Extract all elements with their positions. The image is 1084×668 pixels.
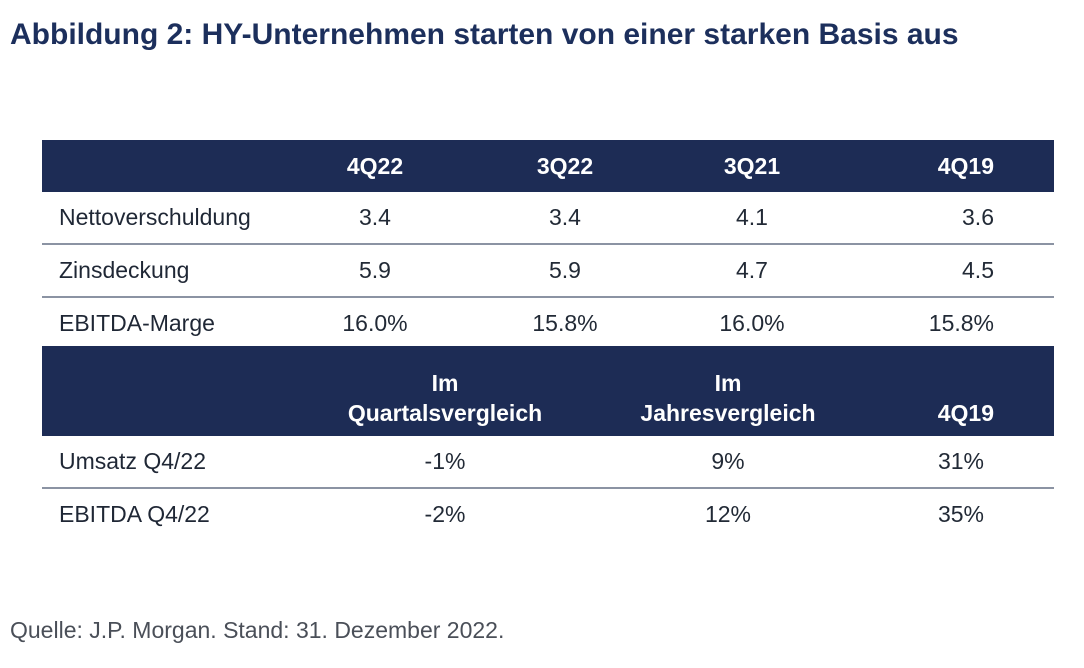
table-cell: -1%: [278, 436, 612, 489]
row-label-umsatz: Umsatz Q4/22: [42, 436, 278, 489]
table-row: Umsatz Q4/22 -1% 9% 31%: [42, 436, 1054, 489]
table-cell: -2%: [424, 501, 466, 527]
column-header-3q21: 3Q21: [658, 140, 846, 192]
header-line-2: 4Q19: [937, 400, 994, 426]
table-cell: 4.5: [846, 244, 1054, 298]
column-header-3q22: 3Q22: [472, 140, 658, 192]
column-header-4q19: 4Q19: [846, 140, 1054, 192]
table-header-row: 4Q22 3Q22 3Q21 4Q19: [42, 140, 1054, 192]
column-header-4q19: 4Q19: [844, 346, 1054, 436]
row-label-zinsdeckung: Zinsdeckung: [42, 244, 278, 298]
table-cell: 3.6: [846, 192, 1054, 245]
table-header-row: Im Quartalsvergleich Im Jahresvergleich …: [42, 346, 1054, 436]
table-cell: 31%: [844, 436, 1054, 489]
table-cell: 5.9: [278, 244, 472, 298]
table-row: EBITDA-Marge 16.0% 15.8% 16.0% 15.8%: [42, 297, 1054, 349]
row-label-ebitda-marge: EBITDA-Marge: [59, 310, 215, 336]
table-cell: 4.7: [658, 244, 846, 298]
growth-table: Im Quartalsvergleich Im Jahresvergleich …: [42, 346, 1054, 540]
table-cell: 15.8%: [532, 310, 598, 336]
row-label-ebitda: EBITDA Q4/22: [59, 501, 210, 527]
header-line-1: Im: [431, 370, 459, 396]
table-row: Nettoverschuldung 3.4 3.4 4.1 3.6: [42, 192, 1054, 245]
table-cell: 4.1: [658, 192, 846, 245]
metrics-table: 4Q22 3Q22 3Q21 4Q19 Nettoverschuldung 3.…: [42, 140, 1054, 349]
table-cell: 5.9: [472, 244, 658, 298]
page-title: Abbildung 2: HY-Unternehmen starten von …: [10, 18, 959, 51]
table-cell: 16.0%: [719, 310, 785, 336]
header-line-2: Jahresvergleich: [640, 400, 816, 426]
table-row: Zinsdeckung 5.9 5.9 4.7 4.5: [42, 244, 1054, 298]
header-line-1: Im: [714, 370, 742, 396]
column-header-jahresvergleich: Im Jahresvergleich: [612, 346, 844, 436]
column-header-empty: [42, 140, 278, 192]
column-header-4q22: 4Q22: [278, 140, 472, 192]
column-header-empty: [42, 346, 278, 436]
table-cell: 16.0%: [342, 310, 408, 336]
table-cell: 35%: [937, 501, 984, 527]
table-cell: 9%: [612, 436, 844, 489]
table-cell: 3.4: [278, 192, 472, 245]
table-cell: 12%: [704, 501, 752, 527]
row-label-nettoverschuldung: Nettoverschuldung: [42, 192, 278, 245]
source-note: Quelle: J.P. Morgan. Stand: 31. Dezember…: [10, 617, 505, 643]
table-row: EBITDA Q4/22 -2% 12% 35%: [42, 488, 1054, 540]
header-line-2: Quartalsvergleich: [347, 400, 543, 426]
table-cell: 3.4: [472, 192, 658, 245]
column-header-quartalsvergleich: Im Quartalsvergleich: [278, 346, 612, 436]
table-cell: 15.8%: [928, 310, 994, 336]
